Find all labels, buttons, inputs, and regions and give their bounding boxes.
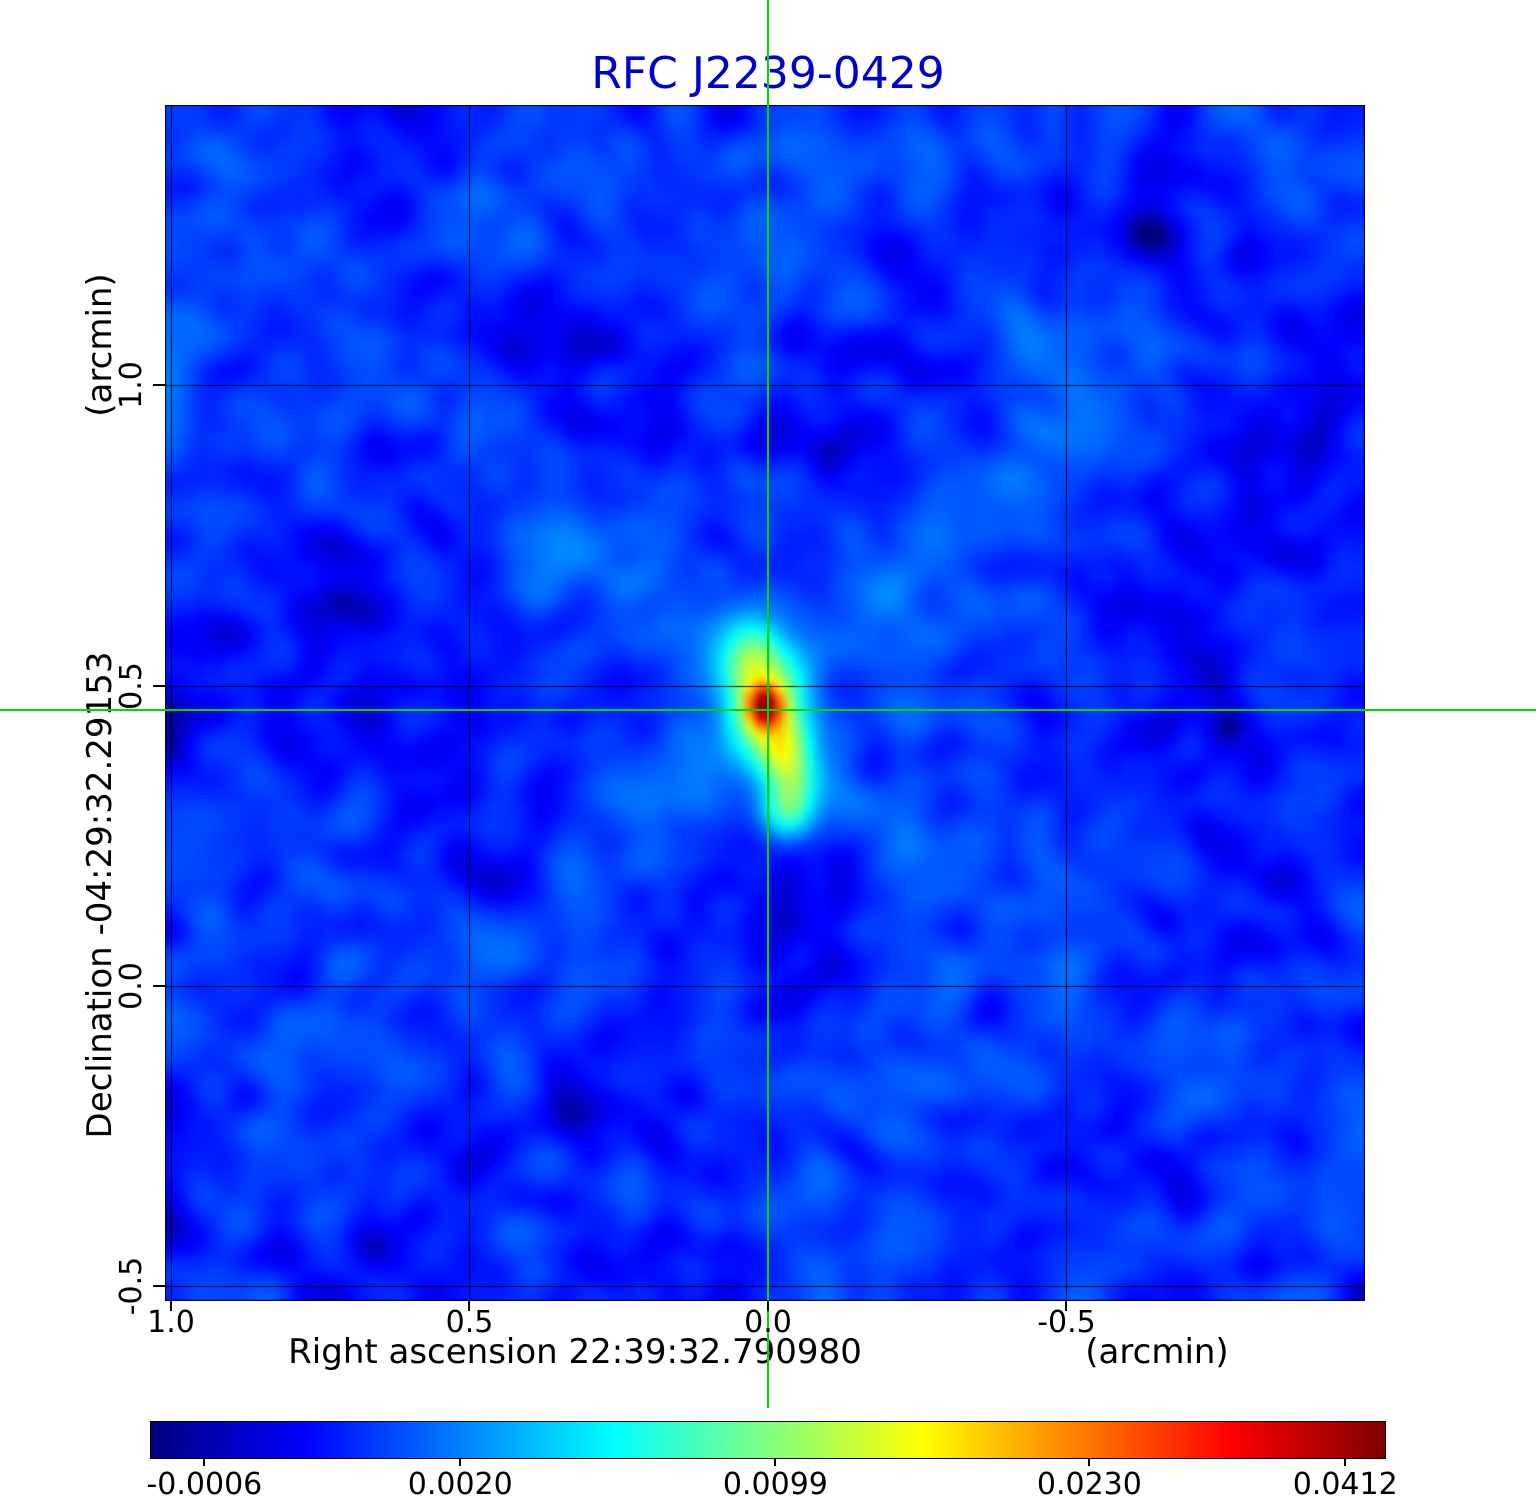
crosshair-vertical-line: [766, 0, 769, 1408]
colorbar-tick-label: 0.0099: [722, 1467, 828, 1502]
y-axis-unit-label: (arcmin): [80, 273, 120, 417]
y-axis-tick: [153, 984, 165, 987]
x-axis-tick-label: 1.0: [147, 1305, 195, 1340]
x-axis-tick-label: -0.5: [1037, 1305, 1096, 1340]
y-axis-tick: [153, 684, 165, 687]
x-axis-unit-label: (arcmin): [1085, 1332, 1229, 1372]
y-axis-tick-label: 1.0: [114, 361, 149, 410]
x-axis-tick: [1065, 1301, 1068, 1311]
colorbar-tick: [1344, 1459, 1347, 1466]
crosshair-horizontal-line: [0, 708, 1536, 711]
x-axis-tick: [766, 1301, 769, 1311]
image-plot-area: [165, 105, 1365, 1301]
y-axis-tick: [153, 384, 165, 387]
y-axis-tick-label: 0.5: [114, 661, 149, 710]
radio-map-canvas: [165, 105, 1365, 1301]
colorbar-tick-label: 0.0412: [1292, 1467, 1398, 1502]
x-axis-tick-label: 0.5: [445, 1305, 494, 1340]
y-axis-tick-label: 0.0: [114, 961, 149, 1010]
y-axis-label: Declination -04:29:32.29153: [80, 651, 120, 1139]
colorbar: [150, 1421, 1386, 1459]
y-axis-tick-label: -0.5: [114, 1256, 149, 1316]
colorbar-tick: [774, 1459, 777, 1466]
colorbar-tick-label: 0.0230: [1036, 1467, 1142, 1502]
colorbar-tick-label: 0.0020: [407, 1467, 513, 1502]
colorbar-tick: [459, 1459, 462, 1466]
x-axis-tick: [169, 1301, 172, 1311]
colorbar-tick: [203, 1459, 206, 1466]
x-axis-label: Right ascension 22:39:32.790980: [288, 1332, 862, 1372]
x-axis-tick: [468, 1301, 471, 1311]
y-axis-tick: [153, 1284, 165, 1287]
colorbar-tick: [1088, 1459, 1091, 1466]
x-axis-tick-label: 0.0: [744, 1305, 792, 1340]
colorbar-tick-label: -0.0006: [146, 1467, 263, 1502]
